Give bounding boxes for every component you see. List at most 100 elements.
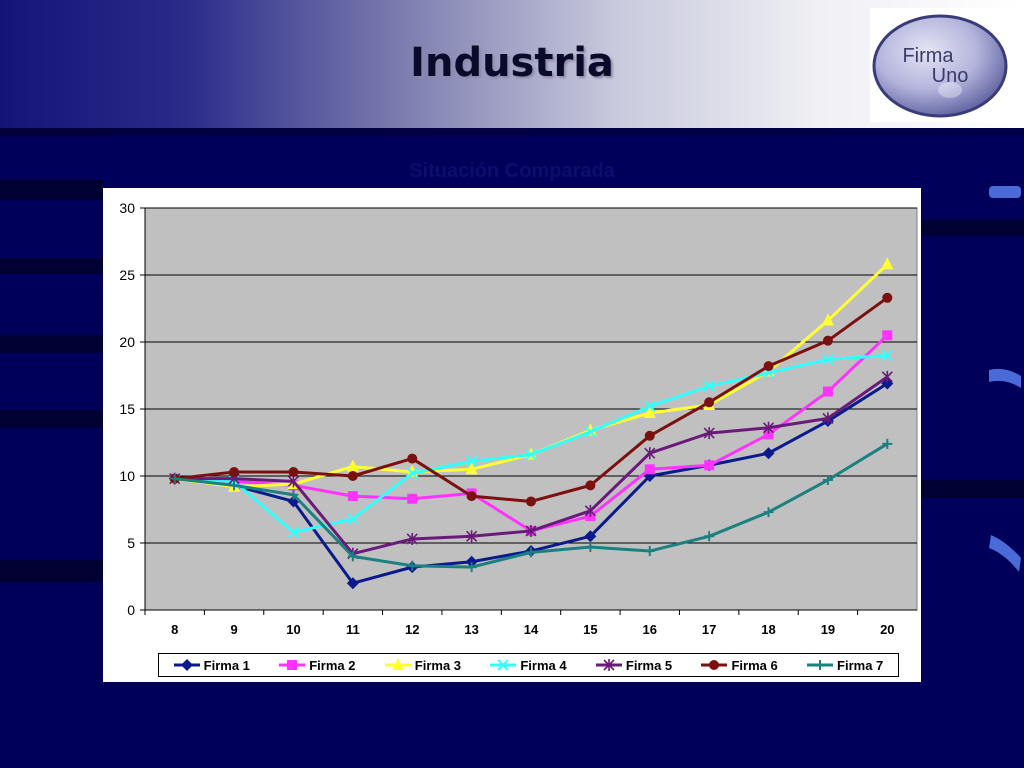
background-stripe	[0, 410, 103, 428]
data-point	[229, 466, 240, 477]
data-point	[881, 257, 894, 270]
data-point	[526, 496, 536, 507]
legend-item: Firma 2	[279, 658, 355, 673]
legend-swatch	[595, 659, 622, 671]
legend-label: Firma 4	[520, 657, 567, 673]
data-point	[763, 361, 774, 372]
data-point	[229, 480, 240, 491]
data-point	[465, 455, 478, 467]
data-point	[822, 412, 834, 425]
chart-legend: Firma 1 Firma 2 Firma 3 Firma 4 Firma 5 Firma…	[158, 653, 899, 677]
legend-swatch	[384, 658, 411, 670]
legend-item: Firma 3	[384, 658, 461, 673]
chart-subtitle: Situación Comparada	[409, 160, 615, 182]
x-tick-label: 12	[405, 622, 419, 637]
x-tick-label: 16	[643, 622, 657, 637]
data-point	[466, 562, 477, 573]
data-point	[466, 491, 477, 502]
series-firma-5	[169, 370, 893, 560]
data-point	[603, 659, 615, 671]
data-point	[703, 380, 715, 392]
x-tick-label: 17	[702, 622, 716, 637]
legend-item: Firma 7	[807, 658, 883, 673]
data-point	[585, 542, 596, 553]
decorative-accents	[989, 186, 1021, 572]
line-chart: 0 5 10 15 20 25 30 8 9 10 11 12 13 14 15 16 17 18 19 20	[119, 200, 918, 637]
data-point	[709, 660, 720, 670]
data-point	[704, 531, 715, 542]
background-stripe	[921, 220, 1024, 236]
x-tick-label: 20	[880, 622, 894, 637]
background-stripe	[0, 180, 103, 200]
data-point	[822, 475, 833, 486]
background-stripe	[0, 258, 103, 274]
x-tick-label: 11	[346, 622, 360, 637]
x-tick-label: 14	[524, 622, 539, 637]
series-firma-6	[169, 292, 893, 507]
legend-item: Firma 1	[173, 658, 250, 673]
data-point	[169, 473, 180, 484]
legend-label: Firma 7	[837, 657, 884, 673]
data-point	[347, 513, 359, 525]
data-point	[465, 555, 478, 568]
x-tick-label: 10	[286, 622, 300, 637]
background-stripe	[0, 335, 103, 353]
y-tick-label: 25	[119, 267, 135, 283]
data-point	[644, 447, 656, 460]
background-stripe	[0, 560, 103, 582]
data-point	[584, 426, 597, 438]
data-point	[643, 406, 656, 419]
data-point	[288, 466, 299, 477]
data-point	[584, 504, 596, 517]
data-point	[585, 480, 596, 491]
data-point	[763, 429, 774, 440]
legend-item: Firma 6	[701, 657, 778, 673]
data-point	[347, 491, 358, 502]
data-point	[526, 547, 536, 558]
data-point	[644, 546, 655, 557]
y-tick-label: 10	[119, 468, 135, 484]
background-stripe	[921, 480, 1024, 498]
data-point	[347, 471, 358, 481]
logo-text-uno: Uno	[932, 65, 969, 87]
y-tick-label: 30	[119, 200, 135, 216]
data-point	[465, 462, 478, 475]
header-band	[0, 128, 1024, 136]
data-point	[644, 464, 655, 475]
data-point	[644, 400, 656, 413]
slide-title: Industria	[410, 40, 614, 86]
x-tick-label: 13	[464, 622, 478, 637]
legend-item: Firma 4	[490, 657, 567, 673]
data-point	[703, 427, 715, 440]
data-point	[287, 526, 300, 538]
x-tick-label: 8	[171, 622, 178, 637]
x-tick-label: 19	[821, 622, 835, 637]
firma-uno-logo: Firma Uno	[870, 8, 1016, 122]
data-point	[407, 453, 418, 464]
data-point	[704, 460, 715, 471]
data-point	[822, 386, 833, 397]
data-point	[815, 660, 826, 670]
logo-text-firma: Firma	[902, 45, 954, 67]
data-point	[822, 335, 833, 346]
data-point	[762, 447, 775, 460]
data-point	[466, 530, 478, 543]
data-point	[346, 459, 359, 472]
data-point	[288, 489, 299, 500]
x-tick-label: 15	[583, 622, 597, 637]
legend-item: Firma 5	[595, 658, 672, 673]
logo-icon: Firma Uno	[872, 14, 1008, 118]
legend-label: Firma 6	[731, 657, 778, 673]
legend-swatch	[807, 660, 834, 670]
data-point	[287, 475, 300, 488]
legend-swatch	[701, 660, 728, 670]
data-point	[881, 349, 894, 362]
data-point	[406, 532, 418, 545]
data-point	[407, 560, 418, 571]
data-point	[584, 530, 597, 543]
data-point	[821, 313, 834, 326]
data-point	[525, 448, 537, 461]
data-point	[391, 658, 404, 670]
data-point	[882, 438, 893, 449]
y-tick-label: 5	[127, 535, 135, 551]
